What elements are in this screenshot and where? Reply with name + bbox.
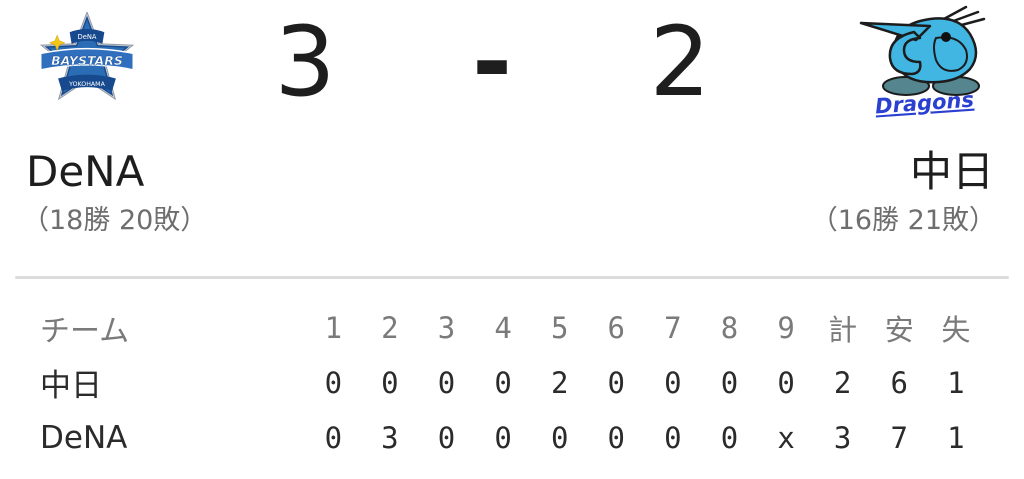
inning-score-cell: 0	[324, 365, 343, 400]
baystars-bottom-ribbon	[58, 74, 116, 91]
col-header-inning-1: 1	[324, 310, 343, 345]
total-runs-cell: 2	[833, 365, 852, 400]
inning-score-cell: 0	[381, 365, 399, 400]
baystars-top-ribbon-label: DeNA	[78, 33, 97, 41]
col-header-inning-9: 9	[777, 310, 795, 345]
inning-score-cell: 0	[720, 420, 739, 455]
dragons-eye	[941, 32, 951, 42]
inning-score-cell: 3	[381, 420, 399, 455]
line-score-table: チーム 1 2 3 4 5 6 7 8 9 計 安 失 中日 0 0 0 0 2…	[0, 300, 1010, 465]
total-runs-cell: 3	[833, 420, 852, 455]
errors-cell: 1	[947, 420, 965, 455]
hits-cell: 7	[890, 420, 908, 455]
score-separator: -	[472, 6, 512, 118]
col-header-errors: 失	[941, 312, 971, 347]
baystars-main-banner	[40, 47, 134, 71]
inning-score-cell: 0	[720, 365, 739, 400]
col-header-inning-5: 5	[550, 310, 569, 345]
inning-score-cell: x	[777, 420, 795, 455]
col-header-inning-4: 4	[494, 310, 512, 345]
dragons-logo: Dragons	[859, 5, 986, 118]
col-header-inning-6: 6	[607, 310, 625, 345]
team-name-cell: DeNA	[40, 419, 128, 456]
line-score-header-row: チーム 1 2 3 4 5 6 7 8 9 計 安 失	[0, 300, 1010, 355]
inning-score-cell: 0	[324, 420, 343, 455]
line-score-row-visitor: 中日 0 0 0 0 2 0 0 0 0 2 6 1	[0, 355, 1010, 410]
inning-score-cell: 0	[607, 365, 625, 400]
inning-score-cell: 0	[494, 365, 512, 400]
col-header-inning-2: 2	[381, 310, 399, 345]
col-header-total-runs: 計	[828, 312, 858, 347]
baystars-sparkle-star	[48, 34, 66, 52]
errors-cell: 1	[947, 365, 965, 400]
home-team-name: DeNA	[26, 147, 145, 196]
col-header-hits: 安	[884, 312, 914, 347]
inning-score-cell: 0	[664, 420, 682, 455]
visitor-score: 2	[649, 6, 711, 118]
inning-score-cell: 0	[437, 420, 456, 455]
inning-score-cell: 0	[777, 365, 795, 400]
visitor-team-record: （16勝 21敗）	[810, 205, 996, 236]
col-header-team: チーム	[40, 313, 130, 349]
home-score: 3	[274, 6, 336, 118]
home-team-record: （18勝 20敗）	[22, 205, 208, 236]
inning-score-cell: 0	[550, 420, 569, 455]
hits-cell: 6	[890, 365, 908, 400]
visitor-team-name: 中日	[909, 147, 994, 196]
col-header-inning-7: 7	[664, 310, 682, 345]
divider-line	[15, 276, 1009, 279]
inning-score-cell: 0	[664, 365, 682, 400]
col-header-inning-8: 8	[720, 310, 739, 345]
line-score-row-home: DeNA 0 3 0 0 0 0 0 0 x 3 7 1	[0, 410, 1010, 465]
inning-score-cell: 0	[437, 365, 456, 400]
baystars-logo: DeNA BAYSTARS YOKOHAMA	[39, 12, 135, 101]
col-header-inning-3: 3	[437, 310, 456, 345]
team-name-cell: 中日	[40, 368, 102, 404]
inning-score-cell: 0	[607, 420, 625, 455]
dragons-wing	[888, 30, 922, 76]
baystars-main-banner-label: BAYSTARS	[51, 53, 123, 68]
inning-score-cell: 0	[494, 420, 512, 455]
baystars-bottom-ribbon-label: YOKOHAMA	[68, 81, 105, 88]
dragons-cheek	[933, 36, 968, 72]
baystars-top-ribbon	[69, 28, 105, 44]
inning-score-cell: 2	[550, 365, 569, 400]
